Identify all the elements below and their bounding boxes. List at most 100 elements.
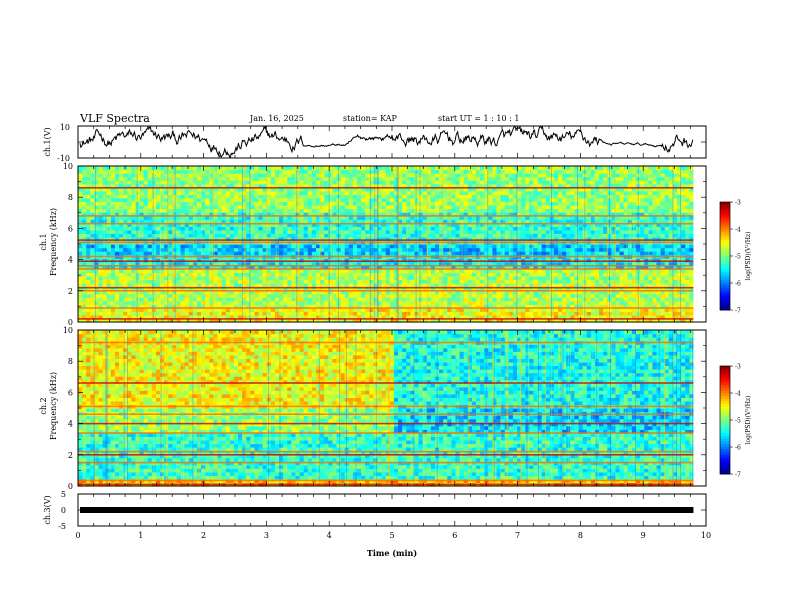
spectrogram-cell: [266, 222, 272, 227]
spectrogram-cell: [480, 236, 485, 242]
spectrogram-cell: [607, 311, 612, 316]
spectrogram-cell: [287, 290, 292, 295]
spectrogram-cell: [78, 307, 83, 312]
spectrogram-cell: [266, 286, 272, 291]
spectrogram-cell: [369, 236, 375, 242]
spectrogram-cell: [217, 219, 223, 224]
spectrogram-cell: [500, 307, 506, 312]
spectrogram-cell: [246, 275, 251, 281]
spectrogram-cell: [459, 307, 465, 312]
spectrogram-cell: [315, 286, 321, 291]
spectrogram-cell: [586, 290, 592, 295]
spectrogram-cell: [590, 236, 596, 242]
spectrogram-cell: [434, 233, 440, 238]
spectrogram-cell: [574, 236, 580, 242]
spectrogram-cell: [541, 265, 547, 270]
spectrogram-cell: [344, 314, 350, 320]
spectrogram-cell: [143, 247, 149, 252]
spectrogram-cell: [463, 275, 469, 281]
spectrogram-cell: [594, 222, 600, 227]
spectrogram-cell: [160, 283, 165, 288]
spectrogram-cell: [221, 251, 227, 256]
spectrogram-cell: [521, 300, 526, 305]
spectrogram-cell: [517, 311, 522, 316]
spectrogram-cell: [266, 205, 272, 210]
spectrogram-cell: [279, 205, 284, 210]
spectrogram-cell: [262, 283, 268, 288]
spectrogram-cell: [430, 275, 436, 281]
spectrogram-cell: [414, 290, 420, 295]
spectrogram-cell: [90, 268, 96, 273]
spectrogram-cell: [385, 215, 391, 220]
spectrogram-cell: [320, 318, 325, 323]
spectrogram-cell: [471, 261, 477, 266]
spectrogram-cell: [155, 307, 161, 312]
spectrogram-cell: [311, 275, 317, 281]
spectrogram-cell: [492, 314, 498, 320]
spectrogram-cell: [422, 247, 428, 252]
spectrogram-cell: [324, 307, 329, 312]
spectrogram-cell: [553, 222, 559, 227]
spectrogram-cell: [656, 272, 662, 277]
spectrogram-cell: [406, 283, 411, 288]
spectrogram-cell: [619, 247, 625, 252]
spectrogram-cell: [611, 222, 617, 227]
spectrogram-cell: [196, 247, 202, 252]
spectrogram-cell: [106, 247, 112, 252]
spectrogram-cell: [250, 307, 256, 312]
spectrogram-cell: [521, 233, 526, 238]
spectrogram-cell: [336, 318, 342, 323]
spectrogram-cell: [451, 290, 457, 295]
spectrogram-cell: [270, 251, 276, 256]
spectrogram-cell: [455, 244, 461, 249]
spectrogram-cell: [599, 272, 604, 277]
spectrogram-cell: [463, 293, 469, 298]
spectrogram-cell: [86, 233, 91, 238]
spectrogram-cell: [508, 304, 514, 309]
spectrogram-cell: [664, 300, 670, 305]
spectrogram-cell: [488, 233, 493, 238]
spectrogram-cell: [558, 290, 563, 295]
spectrogram-cell: [332, 236, 338, 242]
spectrogram-cell: [681, 283, 686, 288]
spectrogram-cell: [422, 286, 428, 291]
spectrogram-cell: [303, 244, 309, 249]
spectrogram-cell: [648, 222, 654, 227]
spectrogram-cell: [648, 236, 654, 242]
spectrogram-cell: [603, 247, 608, 252]
spectrogram-cell: [590, 283, 596, 288]
spectrogram-cell: [332, 215, 338, 220]
spectrogram-cell: [389, 205, 395, 210]
spectrogram-cell: [681, 261, 686, 266]
spectrogram-cell: [90, 272, 96, 277]
spectrogram-cell: [82, 297, 87, 302]
spectrogram-cell: [525, 300, 530, 305]
spectrogram-cell: [611, 318, 617, 323]
spectrogram-cell: [426, 261, 432, 266]
spectrogram-cell: [213, 233, 219, 238]
spectrogram-cell: [340, 314, 346, 320]
spectrogram-cell: [488, 272, 493, 277]
spectrogram-cell: [155, 247, 161, 252]
spectrogram-cell: [631, 229, 637, 234]
spectrogram-cell: [439, 247, 444, 252]
spectrogram-cell: [119, 272, 124, 277]
spectrogram-cell: [672, 215, 678, 220]
spectrogram-cell: [299, 275, 305, 281]
spectrogram-cell: [143, 318, 149, 323]
spectrogram-cell: [668, 286, 674, 291]
spectrogram-cell: [266, 226, 272, 231]
spectrogram-cell: [640, 314, 645, 320]
spectrogram-cell: [677, 247, 682, 252]
spectrogram-cell: [365, 293, 370, 298]
spectrogram-cell: [426, 314, 432, 320]
spectrogram-cell: [430, 258, 436, 263]
spectrogram-cell: [439, 283, 444, 288]
spectrogram-cell: [295, 307, 301, 312]
spectrogram-cell: [348, 272, 354, 277]
spectrogram-cell: [668, 261, 674, 266]
spectrogram-cell: [299, 226, 305, 231]
spectrogram-cell: [533, 279, 539, 284]
spectrogram-cell: [463, 251, 469, 256]
spectrogram-cell: [689, 311, 695, 316]
